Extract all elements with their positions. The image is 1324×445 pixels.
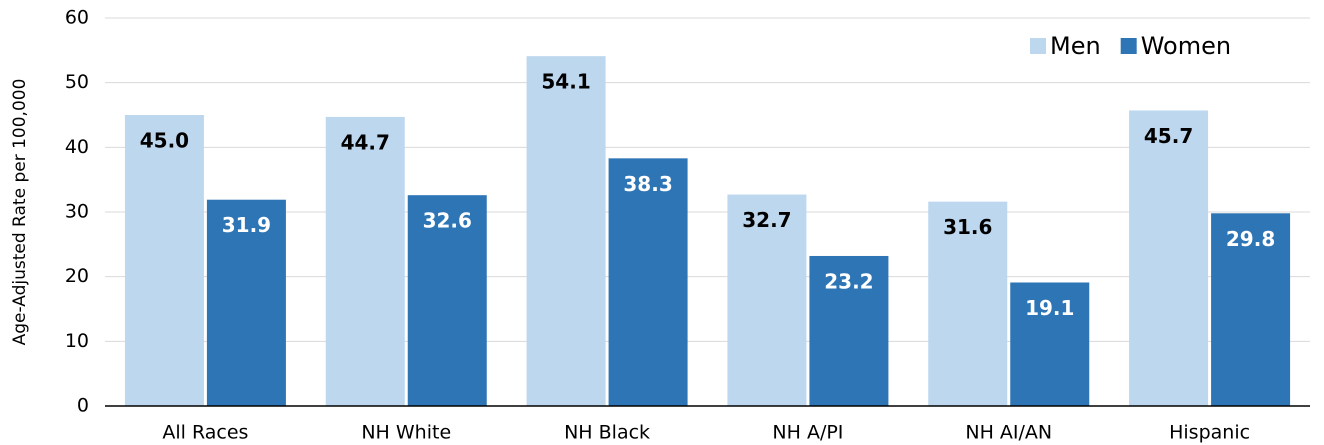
x-tick-label: NH White [361, 422, 451, 444]
bar [1010, 282, 1090, 406]
value-label: 45.0 [140, 129, 189, 153]
x-tick-label: Hispanic [1169, 422, 1250, 444]
y-tick-label: 20 [65, 265, 89, 287]
x-tick-label: NH AI/AN [965, 422, 1052, 444]
legend-label: Women [1141, 32, 1231, 60]
bar [1129, 110, 1209, 407]
legend-swatch [1120, 38, 1137, 54]
value-label: 32.6 [423, 209, 472, 233]
value-label: 23.2 [824, 269, 873, 293]
bar [124, 115, 204, 406]
x-tick-label: NH Black [564, 422, 650, 444]
y-tick-label: 50 [65, 71, 89, 93]
x-tick-label: NH A/PI [772, 422, 843, 444]
bar [809, 255, 889, 406]
value-label: 19.1 [1025, 296, 1074, 320]
bar [928, 201, 1008, 406]
y-tick-label: 40 [65, 136, 89, 158]
legend-swatch [1030, 38, 1046, 54]
bar [1211, 213, 1291, 406]
x-tick-label: All Races [162, 422, 248, 444]
value-label: 29.8 [1226, 227, 1275, 251]
bar [727, 194, 807, 406]
y-tick-label: 30 [65, 201, 89, 223]
value-label: 44.7 [341, 130, 390, 154]
value-label: 54.1 [541, 70, 590, 94]
value-label: 31.6 [943, 215, 992, 239]
bar [206, 199, 286, 406]
value-label: 38.3 [623, 172, 672, 196]
y-tick-label: 60 [65, 7, 89, 29]
bar [407, 195, 487, 406]
bar [608, 158, 688, 406]
y-tick-label: 0 [77, 395, 89, 417]
legend-label: Men [1050, 32, 1101, 60]
bar [325, 116, 405, 406]
value-label: 32.7 [742, 208, 791, 232]
value-label: 31.9 [222, 213, 271, 237]
value-label: 45.7 [1144, 124, 1193, 148]
y-tick-label: 10 [65, 330, 89, 352]
bar [526, 56, 606, 407]
y-axis-label: Age-Adjusted Rate per 100,000 [10, 79, 30, 346]
